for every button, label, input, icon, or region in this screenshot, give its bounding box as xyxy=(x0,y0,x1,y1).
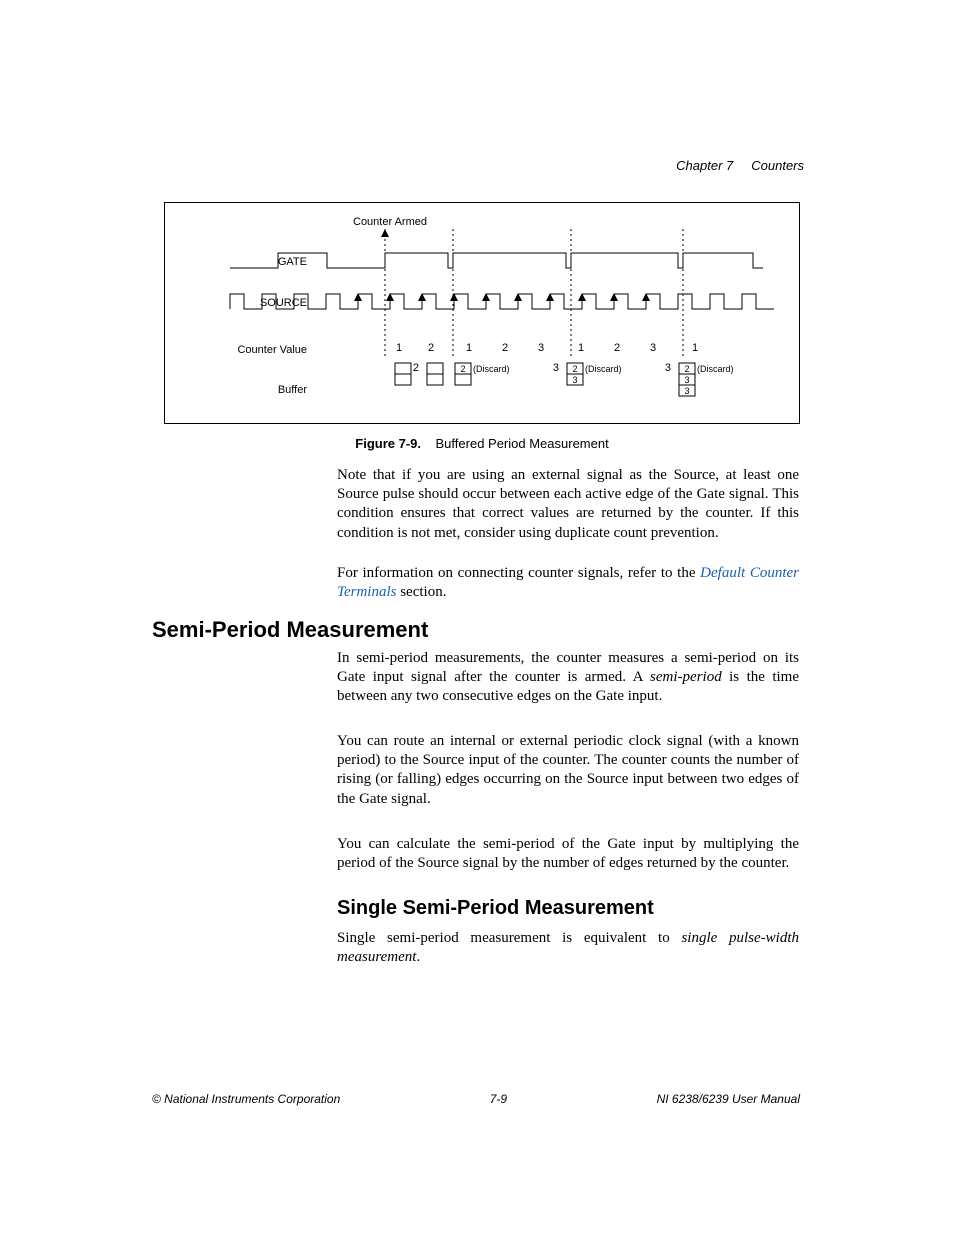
svg-text:3: 3 xyxy=(684,386,689,396)
ssp-post: . xyxy=(416,949,420,965)
svg-text:2: 2 xyxy=(572,364,577,374)
paragraph-xref: For information on connecting counter si… xyxy=(337,564,799,602)
svg-text:Counter Value: Counter Value xyxy=(237,344,307,356)
page-footer: © National Instruments Corporation 7-9 N… xyxy=(152,1092,800,1106)
svg-text:2: 2 xyxy=(502,342,508,354)
paragraph-route: You can route an internal or external pe… xyxy=(337,732,799,809)
svg-text:3: 3 xyxy=(650,342,656,354)
paragraph-note: Note that if you are using an external s… xyxy=(337,466,799,543)
svg-text:2: 2 xyxy=(428,342,434,354)
svg-text:(Discard): (Discard) xyxy=(473,364,510,374)
footer-page-number: 7-9 xyxy=(490,1092,507,1106)
figure-timing-diagram: Counter Armed GATE SOURCE Counter Value Buff… xyxy=(164,202,800,424)
svg-text:2: 2 xyxy=(614,342,620,354)
svg-text:3: 3 xyxy=(665,362,671,374)
svg-text:2: 2 xyxy=(460,364,465,374)
svg-text:3: 3 xyxy=(553,362,559,374)
svg-text:2: 2 xyxy=(413,362,419,374)
svg-text:3: 3 xyxy=(538,342,544,354)
heading-semi-period: Semi-Period Measurement xyxy=(152,617,428,643)
svg-text:Buffer: Buffer xyxy=(278,384,307,396)
xref-post: section. xyxy=(396,584,446,600)
svg-text:2: 2 xyxy=(684,364,689,374)
paragraph-single-sp: Single semi-period measurement is equiva… xyxy=(337,929,799,967)
svg-text:Counter Armed: Counter Armed xyxy=(353,216,427,228)
svg-text:1: 1 xyxy=(692,342,698,354)
svg-text:1: 1 xyxy=(466,342,472,354)
heading-single-semi-period: Single Semi-Period Measurement xyxy=(337,897,654,920)
figure-caption: Figure 7-9. Buffered Period Measurement xyxy=(164,436,800,451)
ssp-pre: Single semi-period measurement is equiva… xyxy=(337,930,681,946)
svg-text:1: 1 xyxy=(578,342,584,354)
paragraph-semiperiod-def: In semi-period measurements, the counter… xyxy=(337,649,799,707)
footer-copyright: © National Instruments Corporation xyxy=(152,1092,340,1106)
page-header: Chapter 7 Counters xyxy=(676,158,804,173)
svg-text:3: 3 xyxy=(572,375,577,385)
sp-term: semi-period xyxy=(650,669,722,685)
svg-text:GATE: GATE xyxy=(278,256,307,268)
svg-text:SOURCE: SOURCE xyxy=(260,297,307,309)
xref-pre: For information on connecting counter si… xyxy=(337,565,700,581)
svg-text:1: 1 xyxy=(396,342,402,354)
figure-caption-number: Figure 7-9. xyxy=(355,436,421,451)
svg-text:(Discard): (Discard) xyxy=(697,364,734,374)
figure-caption-text: Buffered Period Measurement xyxy=(436,436,609,451)
svg-text:3: 3 xyxy=(684,375,689,385)
chapter-label: Chapter 7 xyxy=(676,158,733,173)
chapter-title: Counters xyxy=(751,158,804,173)
footer-manual-title: NI 6238/6239 User Manual xyxy=(657,1092,800,1106)
timing-diagram-svg: Counter Armed GATE SOURCE Counter Value Buff… xyxy=(165,203,799,423)
svg-text:(Discard): (Discard) xyxy=(585,364,622,374)
paragraph-calc: You can calculate the semi-period of the… xyxy=(337,835,799,873)
